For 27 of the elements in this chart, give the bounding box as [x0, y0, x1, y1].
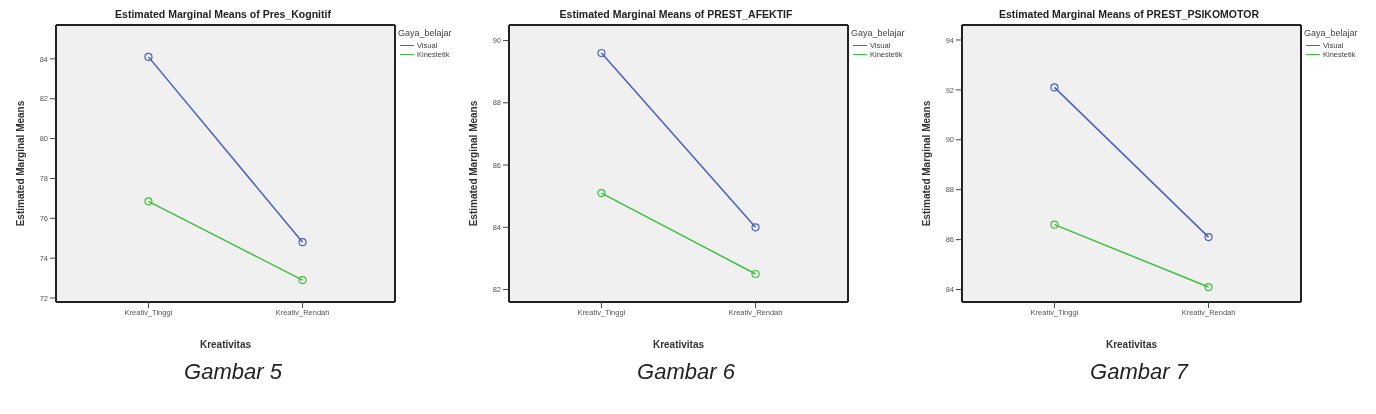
point: [1204, 233, 1213, 242]
legend-title: Gaya_belajar: [851, 28, 906, 38]
point: [751, 269, 760, 279]
legend-title: Gaya_belajar: [1304, 28, 1359, 38]
y-axis-title: Estimated Marginal Means: [920, 100, 932, 227]
y-axis-title: Estimated Marginal Means: [467, 100, 479, 227]
point: [751, 223, 760, 232]
x-axis-title: Kreativitas: [652, 339, 705, 350]
text: Gambar 5: [183, 359, 283, 384]
chart-title: Estimated Marginal Means of PREST_AFEKTIF: [558, 8, 794, 20]
chart-title: Estimated Marginal Means of Pres_Kognitif: [114, 8, 332, 20]
point: [597, 48, 606, 58]
point: [144, 52, 153, 61]
chart-title: Estimated Marginal Means of PREST_PSIKOMOTOR: [998, 8, 1260, 20]
point: [144, 197, 153, 206]
point: [298, 238, 307, 247]
text: Gambar 6: [636, 359, 736, 384]
point: [597, 188, 606, 198]
point: [1050, 83, 1059, 92]
y-axis-title: Estimated Marginal Means: [14, 100, 26, 227]
legend-title: Gaya_belajar: [398, 28, 453, 38]
point: [1050, 220, 1059, 229]
x-axis-title: Kreativitas: [199, 339, 252, 350]
point: [1204, 282, 1213, 292]
x-axis-title: Kreativitas: [1105, 339, 1158, 350]
text: Gambar 7: [1089, 359, 1190, 384]
point: [298, 275, 307, 285]
